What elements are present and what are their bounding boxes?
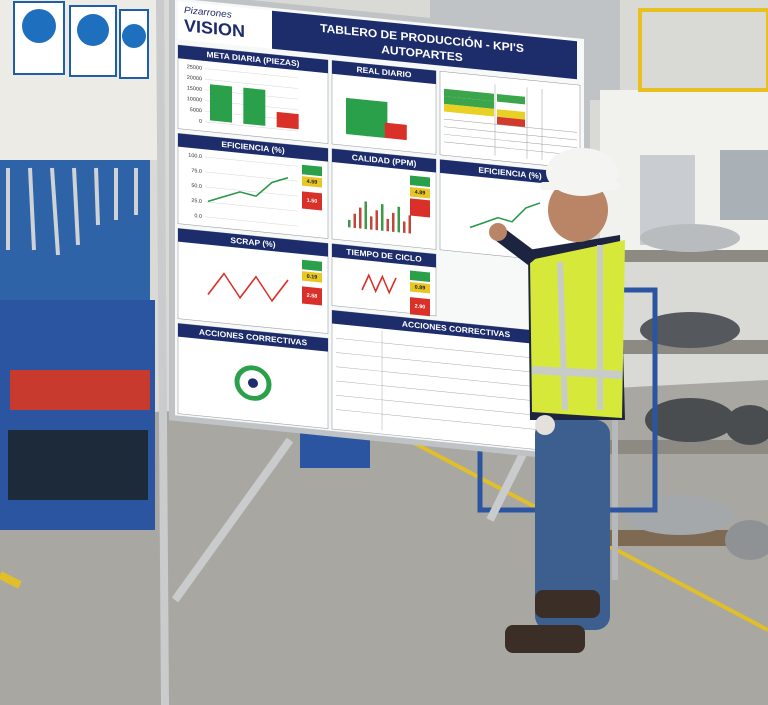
drawn-spike xyxy=(397,206,400,233)
glove xyxy=(535,415,555,435)
sign-icon xyxy=(22,9,56,43)
panel-tick-label: 25.0 xyxy=(191,198,202,205)
panel-header xyxy=(332,243,436,268)
badge-label: 1.50 xyxy=(307,198,318,205)
panel-grid xyxy=(205,216,298,227)
panel-header xyxy=(178,133,328,162)
sign-icon xyxy=(77,14,109,46)
panel-header xyxy=(440,159,580,187)
tools xyxy=(6,167,138,256)
status-badge xyxy=(410,186,430,199)
hat-brim xyxy=(540,182,620,190)
drawn-spike xyxy=(386,218,389,232)
drawn-spike xyxy=(392,212,395,232)
panel-tick-label: 15000 xyxy=(187,86,202,93)
reflective-strip xyxy=(557,261,568,411)
panel-tick-label: 50.0 xyxy=(191,183,202,190)
panel-tick-label: 75.0 xyxy=(191,168,202,175)
status-badge xyxy=(410,281,430,294)
panel-tick-label: 20000 xyxy=(187,75,202,82)
badge-label: 0.89 xyxy=(415,285,426,292)
drawn-spike xyxy=(353,213,356,229)
panel-header xyxy=(332,310,580,349)
cycle-icon-center xyxy=(248,378,258,388)
drawn-bar xyxy=(243,87,266,126)
drawn-spike xyxy=(381,204,384,231)
panel-header xyxy=(178,323,328,352)
drawn-bar xyxy=(210,84,232,123)
status-badge xyxy=(410,175,430,188)
tool-tray xyxy=(10,370,150,410)
panel-grid xyxy=(205,201,298,212)
panel-title: SCRAP (%) xyxy=(230,235,275,249)
panel-header xyxy=(178,228,328,257)
status-badge xyxy=(410,270,430,283)
panel-grid xyxy=(205,79,298,89)
drawn-line xyxy=(361,273,397,295)
panel-header xyxy=(332,148,436,173)
hand xyxy=(489,223,507,241)
panel-tick-label: 100.0 xyxy=(188,153,202,160)
drawn-line xyxy=(207,177,289,203)
panel-tick-label: 10000 xyxy=(187,96,202,103)
window xyxy=(720,150,768,220)
brand-line: Pizarrones xyxy=(184,5,232,20)
panel-tick-label: 5000 xyxy=(190,107,202,114)
panel-grid xyxy=(205,68,298,79)
drawn-spike xyxy=(375,210,378,231)
drawn-line xyxy=(207,272,289,303)
panel-tick-label: 0 xyxy=(199,119,202,125)
status-badge xyxy=(302,259,322,272)
status-badge xyxy=(410,297,430,317)
panel-grid xyxy=(205,121,298,132)
cabinet-shelf xyxy=(8,430,148,500)
panel-header xyxy=(332,60,436,85)
worker xyxy=(489,148,625,653)
drawn-bar xyxy=(365,99,388,139)
drawn-bar xyxy=(384,122,407,141)
whiteboard: Pizarrones VISION TABLERO DE PRODUCCIÓN … xyxy=(169,0,590,463)
drawn-spike xyxy=(364,201,367,230)
status-badge xyxy=(302,164,322,177)
boot xyxy=(535,590,600,618)
status-badge xyxy=(410,198,430,218)
status-badge xyxy=(302,286,322,306)
title-band xyxy=(272,10,577,80)
daily-table xyxy=(439,70,581,170)
drawn-line xyxy=(469,202,541,229)
sign-icon xyxy=(122,24,146,48)
drawn-spike xyxy=(348,219,351,228)
badge-label: 2.90 xyxy=(415,304,426,311)
status-badge xyxy=(302,271,322,283)
safety-vest xyxy=(530,240,625,418)
drawn-spike xyxy=(408,215,411,234)
cycle-icon xyxy=(234,365,272,401)
railing xyxy=(638,8,768,92)
reflective-strip xyxy=(531,366,623,379)
drawn-bar xyxy=(276,111,299,130)
panel-tick-label: 0.0 xyxy=(194,213,202,220)
status-badge xyxy=(302,176,322,188)
badge-label: 2.58 xyxy=(307,293,318,300)
floor-line xyxy=(0,571,22,589)
panel-tick-label: 25000 xyxy=(187,64,202,71)
boot xyxy=(505,625,585,653)
badge-label: 4.89 xyxy=(415,190,426,197)
status-badge xyxy=(302,191,322,211)
drawn-spike xyxy=(403,221,406,234)
jeans xyxy=(535,420,610,630)
drawn-spike xyxy=(359,207,362,229)
drawn-bar xyxy=(346,97,368,137)
panel-grid xyxy=(205,186,298,197)
badge-label: 4.59 xyxy=(307,179,318,186)
drawn-spike xyxy=(370,216,373,230)
logo-box xyxy=(178,1,272,49)
badge-label: 0.19 xyxy=(307,274,318,281)
panel-header xyxy=(178,45,328,74)
panel-grid xyxy=(205,156,298,167)
safety-sign xyxy=(119,9,149,79)
